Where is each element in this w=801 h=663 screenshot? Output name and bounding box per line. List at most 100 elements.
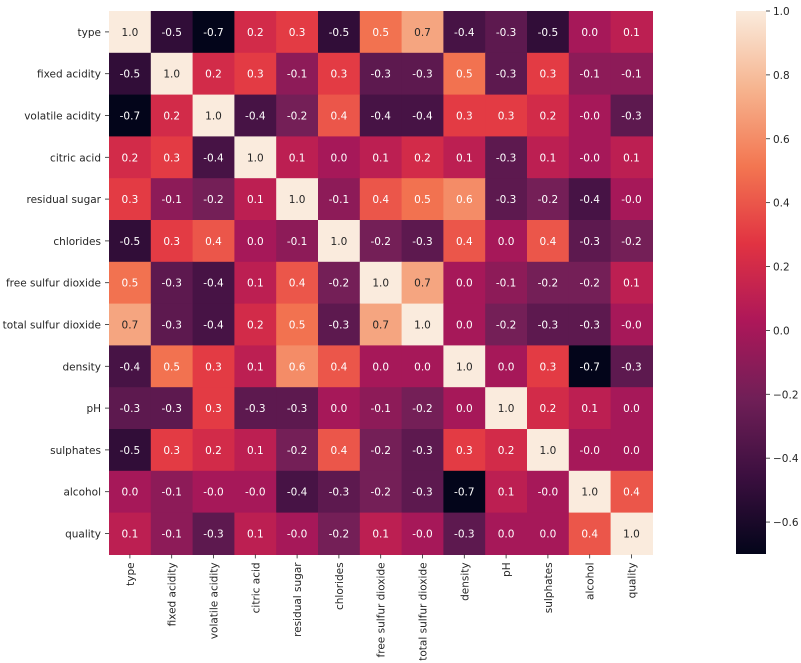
cell-value-label: -0.0 xyxy=(579,152,600,164)
cell-value-label: 0.0 xyxy=(623,445,640,457)
heatmap-cell xyxy=(276,387,319,430)
heatmap-cell xyxy=(527,52,570,96)
cell-value-label: -0.5 xyxy=(329,27,350,39)
cell-value-label: 0.0 xyxy=(498,529,515,541)
cell-value-label: -0.1 xyxy=(329,194,350,206)
cell-value-label: 1.0 xyxy=(205,111,222,123)
heatmap-cell xyxy=(318,220,361,263)
heatmap-cell xyxy=(109,136,152,179)
heatmap-cell xyxy=(234,470,277,514)
heatmap-cell xyxy=(359,136,403,179)
heatmap-cell xyxy=(568,178,612,221)
heatmap-cell xyxy=(568,136,612,179)
heatmap-cell xyxy=(610,52,653,96)
heatmap-cell xyxy=(485,11,528,54)
cell-value-label: 0.5 xyxy=(372,27,389,39)
cell-value-label: -0.7 xyxy=(203,27,224,39)
cell-value-label: 0.0 xyxy=(122,487,139,499)
heatmap-cell xyxy=(318,387,361,430)
cell-value-label: -0.2 xyxy=(370,236,391,248)
cell-value-label: 0.0 xyxy=(247,236,264,248)
cell-value-label: -0.0 xyxy=(287,529,308,541)
cell-value-label: -0.4 xyxy=(370,111,391,123)
heatmap-cell xyxy=(318,470,361,514)
y-tick-label-density: density xyxy=(63,361,102,373)
cell-value-label: -0.2 xyxy=(579,278,600,290)
heatmap-cell xyxy=(610,220,653,263)
heatmap-cell xyxy=(485,470,528,514)
cell-value-label: 0.3 xyxy=(163,152,180,164)
heatmap-cell xyxy=(276,220,319,263)
cell-value-label: 0.5 xyxy=(456,69,473,81)
x-tick-label-residual-sugar: residual sugar xyxy=(292,562,304,637)
heatmap-cell xyxy=(359,512,403,555)
y-tick-label-chlorides: chlorides xyxy=(53,236,101,248)
cell-value-label: 0.0 xyxy=(498,236,515,248)
cell-value-label: 0.1 xyxy=(289,152,306,164)
heatmap-cell xyxy=(443,94,486,137)
heatmap-cell xyxy=(318,303,361,346)
cell-value-label: -0.3 xyxy=(496,69,517,81)
cell-value-label: 1.0 xyxy=(414,320,431,332)
cell-value-label: -0.3 xyxy=(412,445,433,457)
cell-value-label: 0.4 xyxy=(331,361,348,373)
heatmap-cell xyxy=(359,52,403,96)
heatmap-cell xyxy=(318,52,361,96)
heatmap-cell xyxy=(568,470,612,514)
colorbar xyxy=(736,11,766,554)
cell-value-label: -0.5 xyxy=(120,69,141,81)
cell-value-label: 1.0 xyxy=(163,69,180,81)
heatmap-cell xyxy=(485,136,528,179)
heatmap-cell xyxy=(485,178,528,221)
cell-value-label: -0.2 xyxy=(203,194,224,206)
cell-value-label: -0.3 xyxy=(161,403,182,415)
cell-value-label: 0.0 xyxy=(456,278,473,290)
cell-value-label: 0.3 xyxy=(205,403,222,415)
cell-value-label: 0.2 xyxy=(122,152,139,164)
heatmap-cell xyxy=(192,11,235,54)
heatmap-cell xyxy=(485,94,528,137)
cell-value-label: -0.5 xyxy=(120,236,141,248)
cell-value-label: 0.1 xyxy=(498,487,515,499)
cell-value-label: -0.1 xyxy=(161,529,182,541)
heatmap-cell xyxy=(318,261,361,305)
cell-value-label: 0.2 xyxy=(247,320,264,332)
cell-value-label: -0.3 xyxy=(370,69,391,81)
cell-value-label: -0.4 xyxy=(412,111,433,123)
heatmap-cell xyxy=(234,11,277,54)
heatmap-cell xyxy=(610,512,653,555)
heatmap-cell xyxy=(234,52,277,96)
heatmap-cell xyxy=(443,220,486,263)
heatmap-cell xyxy=(192,303,235,346)
y-tick-label-type: type xyxy=(78,27,101,39)
cell-value-label: 1.0 xyxy=(623,529,640,541)
cell-value-label: 0.1 xyxy=(623,152,640,164)
cell-value-label: 0.0 xyxy=(498,361,515,373)
cell-value-label: 0.1 xyxy=(581,403,598,415)
heatmap-cell xyxy=(527,512,570,555)
heatmap-cell xyxy=(192,52,235,96)
heatmap-cell xyxy=(109,261,152,305)
heatmap-cell xyxy=(276,470,319,514)
cell-value-label: -0.3 xyxy=(329,487,350,499)
cell-value-label: 0.1 xyxy=(247,278,264,290)
heatmap-cell xyxy=(610,261,653,305)
heatmap-cell xyxy=(276,345,319,388)
cell-value-label: -0.7 xyxy=(120,111,141,123)
heatmap-cell xyxy=(443,261,486,305)
cell-value-label: 0.0 xyxy=(456,403,473,415)
heatmap-cell xyxy=(401,303,444,346)
cell-value-label: 0.4 xyxy=(581,529,598,541)
cell-value-label: -0.4 xyxy=(287,487,308,499)
heatmap-cell xyxy=(443,11,486,54)
cell-value-label: 1.0 xyxy=(456,361,473,373)
cell-value-label: -0.3 xyxy=(538,320,559,332)
heatmap-cell xyxy=(276,178,319,221)
cell-value-label: 0.0 xyxy=(456,320,473,332)
heatmap-cell xyxy=(150,345,194,388)
cell-value-label: -0.3 xyxy=(412,236,433,248)
cell-value-label: -0.4 xyxy=(245,111,266,123)
cell-value-label: -0.3 xyxy=(621,361,642,373)
cell-value-label: -0.3 xyxy=(245,403,266,415)
cell-value-label: 0.4 xyxy=(289,278,306,290)
